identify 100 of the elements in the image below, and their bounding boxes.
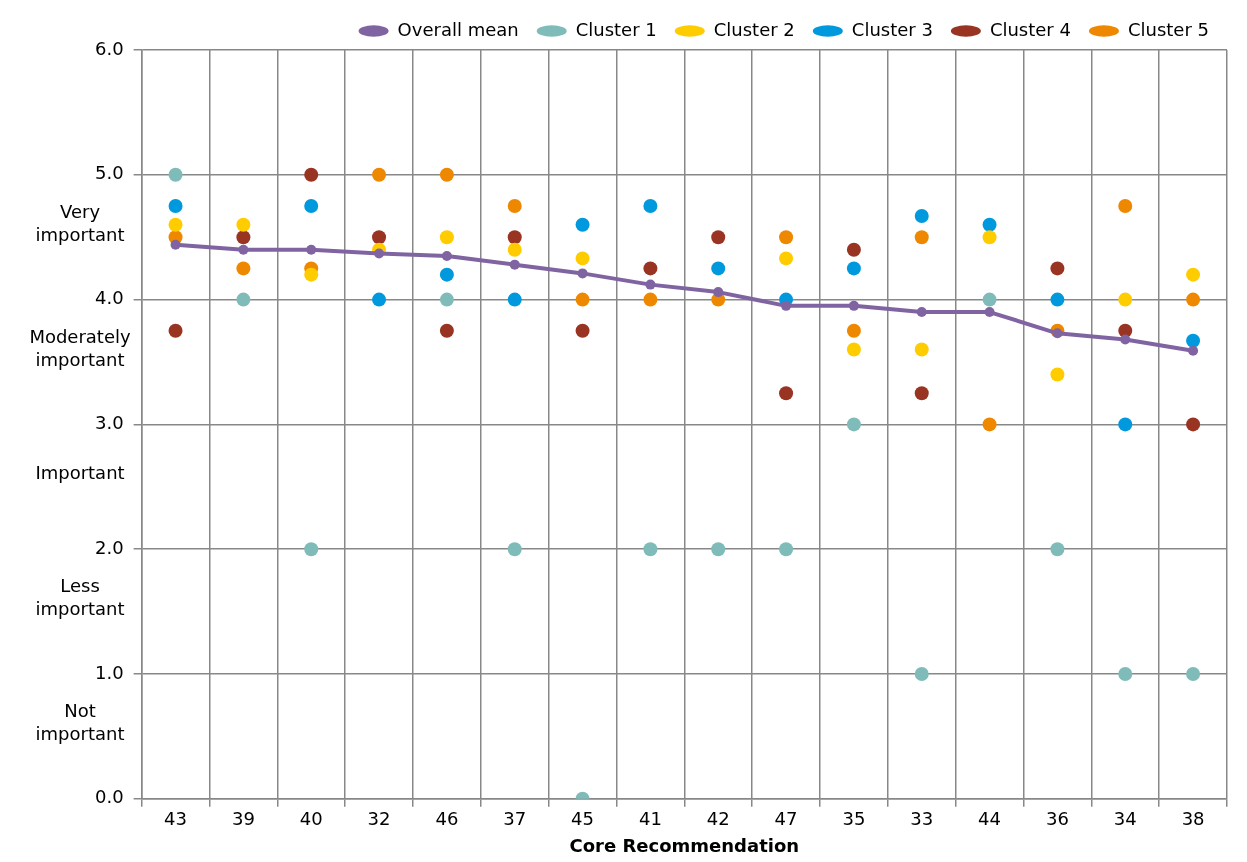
point [916, 307, 927, 318]
point [372, 230, 387, 245]
point [713, 287, 724, 298]
point [575, 217, 590, 232]
point [645, 279, 656, 290]
x-tick-label: 41 [638, 808, 662, 830]
point [372, 292, 387, 307]
text: Not important [35, 700, 125, 745]
point [846, 323, 861, 338]
x-tick-label: 46 [435, 808, 459, 830]
legend-label: Cluster 2 [713, 18, 795, 40]
point [168, 217, 183, 232]
x-tick-label: 36 [1045, 808, 1069, 830]
x-tick-label: 42 [706, 808, 730, 830]
point [1118, 417, 1133, 432]
legend-label: Cluster 3 [851, 18, 933, 40]
point [306, 244, 317, 255]
point [914, 386, 929, 401]
point [236, 217, 251, 232]
point [982, 292, 997, 307]
point [982, 217, 997, 232]
point [846, 261, 861, 276]
x-tick-label: 35 [842, 808, 866, 830]
point [1186, 417, 1201, 432]
point [914, 230, 929, 245]
point [577, 268, 588, 279]
point [439, 167, 454, 182]
point [372, 167, 387, 182]
point [1118, 667, 1133, 681]
point [439, 323, 454, 338]
point [1118, 199, 1133, 213]
point [575, 251, 590, 266]
point [846, 242, 861, 257]
point [238, 244, 249, 255]
point [1120, 334, 1131, 345]
point [439, 230, 454, 245]
y-tick-label: 4.0 [94, 287, 124, 309]
point [1050, 542, 1065, 557]
point [982, 417, 997, 432]
point [304, 199, 319, 213]
text: Very important [35, 200, 125, 245]
point [846, 342, 861, 357]
point [1186, 292, 1201, 307]
point [236, 230, 251, 245]
point [507, 542, 522, 557]
x-tick-label: 37 [503, 808, 527, 830]
point [1050, 261, 1065, 276]
point [509, 259, 520, 270]
y-tick-label: 2.0 [94, 536, 124, 558]
point [1186, 333, 1201, 348]
point [439, 267, 454, 282]
point [643, 261, 658, 276]
point [507, 230, 522, 245]
point [168, 199, 183, 213]
point [236, 261, 251, 276]
x-tick-label: 33 [910, 808, 934, 830]
point [984, 307, 995, 318]
x-tick-label: 39 [231, 808, 255, 830]
point [236, 292, 251, 307]
x-axis-title: Core Recommendation [569, 834, 800, 856]
point [1118, 292, 1133, 307]
text: Important [35, 461, 125, 483]
point [1188, 345, 1199, 356]
point [507, 292, 522, 307]
point [304, 267, 319, 282]
y-tick-label: 5.0 [94, 162, 124, 184]
point [575, 292, 590, 307]
point [304, 167, 319, 182]
point [779, 251, 794, 266]
point [1050, 292, 1065, 307]
point [168, 323, 183, 338]
y-tick-label: 1.0 [94, 661, 124, 683]
point [304, 542, 319, 557]
text: Moderately important [29, 325, 131, 370]
point [643, 542, 658, 557]
point [914, 667, 929, 681]
point [846, 417, 861, 432]
point [1186, 267, 1201, 282]
point [711, 261, 726, 276]
point [711, 542, 726, 557]
x-tick-label: 44 [978, 808, 1002, 830]
point [779, 542, 794, 557]
point [441, 250, 452, 261]
point [914, 342, 929, 357]
legend-label: Overall mean [397, 18, 519, 40]
point [711, 230, 726, 245]
x-tick-label: 43 [164, 808, 187, 830]
legend-label: Cluster 5 [1127, 18, 1209, 40]
point [374, 248, 385, 259]
text: Less important [35, 575, 125, 620]
legend-label: Cluster 1 [575, 18, 657, 40]
point [1052, 328, 1063, 339]
point [170, 239, 181, 250]
point [779, 230, 794, 245]
point [439, 292, 454, 307]
point [643, 292, 658, 307]
y-tick-label: 6.0 [94, 37, 124, 59]
point [643, 199, 658, 213]
point [1186, 667, 1201, 681]
point [848, 300, 859, 311]
